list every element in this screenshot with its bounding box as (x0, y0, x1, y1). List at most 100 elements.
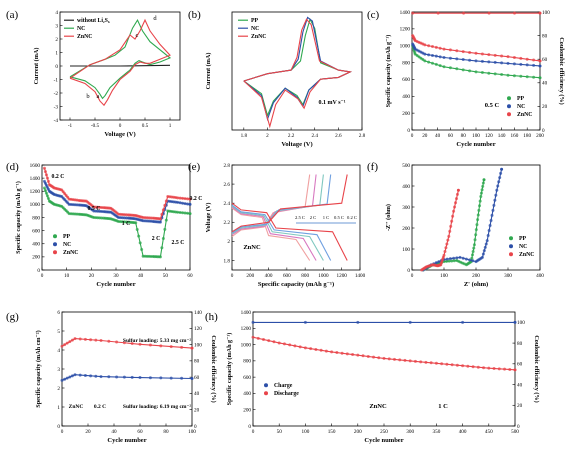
data-point (512, 62, 516, 66)
y-tick-label: 1000 (400, 44, 411, 50)
data-point (190, 346, 194, 350)
data-point (445, 259, 449, 263)
data-point (497, 180, 501, 184)
x-axis-label: Z' (ohm) (464, 281, 488, 288)
legend-label: NC (251, 26, 259, 32)
data-point (46, 196, 50, 200)
y-axis-label: -Z'' (ohm) (385, 204, 392, 231)
x-tick-label: 600 (283, 273, 291, 279)
y2-tick-label: 100 (194, 342, 202, 348)
data-point (538, 11, 542, 15)
y-tick-label: -1 (54, 77, 59, 83)
rate-label: 1 C (122, 221, 131, 227)
x-tick-label: 300 (406, 429, 414, 435)
data-point (324, 349, 328, 353)
y2-tick-label: 60 (542, 57, 548, 63)
panel-g: (g)0 20 40 60 80 1000123456020406080100120140… (6, 310, 217, 444)
data-point (480, 188, 484, 192)
data-point (450, 219, 454, 223)
x-tick-label: 60 (187, 273, 193, 279)
data-point (470, 256, 474, 260)
data-point (476, 365, 480, 369)
data-point (164, 199, 168, 203)
data-point (429, 361, 433, 365)
data-point (437, 260, 441, 264)
data-point (473, 238, 477, 242)
data-point (188, 202, 192, 206)
data-point (298, 345, 302, 349)
data-point (43, 189, 47, 193)
y-tick-label: 800 (32, 215, 40, 221)
legend-label: NC (77, 26, 85, 32)
series-line (252, 336, 516, 371)
data-point (160, 246, 164, 250)
x-tick-label: 120 (485, 133, 493, 139)
data-point (508, 367, 512, 371)
data-point (42, 186, 46, 190)
legend-label: PP (63, 234, 71, 240)
data-point (382, 356, 386, 360)
data-point (134, 221, 138, 225)
y2-tick-label: 100 (542, 10, 550, 16)
data-point (456, 188, 460, 192)
y-axis-label: Specific capacity (mAh g⁻¹) (15, 181, 22, 254)
plot-frame (231, 11, 363, 131)
data-point (499, 171, 503, 175)
rate-label: 0.2 C (52, 174, 65, 180)
data-point (500, 54, 504, 58)
legend-label: PP (519, 236, 527, 242)
rate-label: 1 C (438, 403, 448, 410)
x-tick-label: 80 (163, 429, 169, 435)
data-point (183, 202, 187, 206)
data-point (454, 197, 458, 201)
y-tick-label: -3 (54, 104, 59, 110)
x-tick-label: 200 (536, 133, 544, 139)
x-tick-label: -0.5 (91, 123, 100, 129)
y-tick-label: 1200 (241, 326, 252, 332)
series-line (243, 18, 353, 129)
sample-label: ZnNC (243, 244, 261, 251)
panel-label: (f) (367, 161, 378, 173)
data-point (180, 376, 184, 380)
y-tick-label: -4 (54, 118, 59, 124)
panel-label: (a) (6, 9, 19, 21)
data-point (513, 368, 517, 372)
panel-label: (e) (188, 161, 201, 173)
data-point (448, 229, 452, 233)
x-axis-label: Cycle number (364, 437, 403, 444)
data-point (444, 246, 448, 250)
data-point (455, 67, 459, 71)
data-point (442, 47, 446, 51)
plot-frame (231, 164, 361, 271)
legend-label: PP (251, 18, 259, 24)
series-line (231, 174, 348, 233)
data-point (340, 351, 344, 355)
x-tick-label: 2.6 (335, 133, 342, 139)
y-tick-label: 200 (243, 408, 251, 414)
data-point (487, 229, 491, 233)
data-point (455, 57, 459, 61)
series-line (231, 202, 348, 261)
legend-label: ZnNC (63, 250, 78, 256)
data-point (461, 68, 465, 72)
data-point (448, 48, 452, 52)
data-point (468, 258, 472, 262)
y2-tick-label: 60 (517, 362, 523, 368)
y-tick-label: 400 (402, 184, 410, 190)
legend-label: NC (519, 244, 527, 250)
data-point (68, 340, 72, 344)
data-point (164, 218, 168, 222)
data-point (450, 363, 454, 367)
data-point (107, 339, 111, 343)
panel-label: (g) (6, 311, 19, 323)
data-point (361, 354, 365, 358)
data-point (434, 261, 438, 265)
x-tick-label: 200 (472, 273, 480, 279)
data-point (261, 338, 265, 342)
y2-tick-label: 20 (517, 403, 523, 409)
y-tick-label: 3 (55, 23, 58, 29)
data-point (65, 341, 69, 345)
data-point (309, 347, 313, 351)
rate-label: 2 C (152, 236, 161, 242)
data-point (480, 71, 484, 75)
